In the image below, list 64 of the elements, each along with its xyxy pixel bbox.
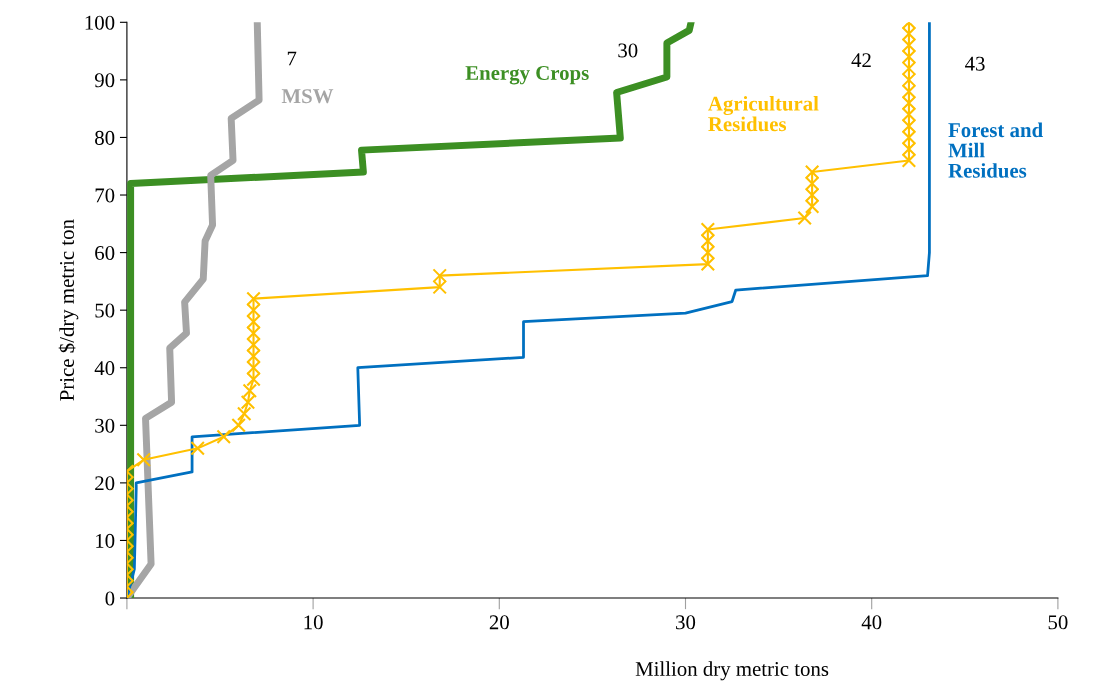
point xyxy=(901,49,917,65)
series-label: MSW xyxy=(281,89,334,104)
y-tick-label: 10 xyxy=(96,533,115,548)
point xyxy=(216,429,232,445)
point xyxy=(901,118,917,134)
point xyxy=(432,268,448,283)
point xyxy=(246,302,261,318)
point xyxy=(901,107,917,122)
point xyxy=(246,291,261,306)
y-tick-label: 90 xyxy=(94,73,115,88)
series-label: Agricultural Residues xyxy=(708,96,819,132)
point xyxy=(901,153,917,168)
point xyxy=(240,394,256,410)
annotation: 43 xyxy=(965,56,985,71)
point xyxy=(136,452,151,468)
point xyxy=(236,406,252,422)
x-tick-label: 50 xyxy=(1048,615,1068,630)
point xyxy=(700,233,716,249)
series-label: Energy Crops xyxy=(465,65,589,85)
point xyxy=(804,164,820,180)
y-tick-label: 20 xyxy=(95,476,115,491)
point xyxy=(246,371,261,387)
y-tick-label: 80 xyxy=(95,130,115,145)
point xyxy=(246,337,261,352)
series-label: Forest and Mill Residues xyxy=(948,122,1043,178)
x-tick-label: 10 xyxy=(304,615,323,630)
point xyxy=(246,348,261,364)
point xyxy=(804,199,820,214)
point xyxy=(901,141,917,157)
point xyxy=(242,383,258,399)
point xyxy=(901,95,917,111)
y-tick-label: 100 xyxy=(85,15,115,30)
point xyxy=(231,418,246,433)
point xyxy=(901,84,917,99)
point xyxy=(901,38,917,53)
point xyxy=(190,441,205,456)
y-tick-label: 30 xyxy=(95,418,115,433)
point xyxy=(700,245,716,260)
point xyxy=(901,72,917,88)
point xyxy=(804,187,820,203)
point xyxy=(700,222,716,237)
y-axis-title: Price $/dry metric ton xyxy=(58,219,79,401)
point xyxy=(901,130,917,145)
point xyxy=(246,325,261,341)
point xyxy=(901,61,917,76)
point xyxy=(246,314,261,329)
point xyxy=(700,256,716,272)
point xyxy=(797,210,812,226)
annotation: 7 xyxy=(287,51,297,66)
point xyxy=(804,176,820,191)
y-tick-label: 0 xyxy=(105,591,115,606)
y-tick-label: 60 xyxy=(95,245,115,261)
annotation: 42 xyxy=(851,53,871,68)
point xyxy=(901,26,917,42)
y-tick-label: 50 xyxy=(95,303,115,318)
y-tick-label: 70 xyxy=(95,188,115,203)
x-tick-label: 20 xyxy=(489,615,509,630)
y-tick-label: 40 xyxy=(94,361,115,376)
point xyxy=(432,279,448,295)
x-tick-label: 30 xyxy=(676,615,696,630)
annotation: 30 xyxy=(618,43,638,58)
x-axis-title: Million dry metric tons xyxy=(635,661,829,681)
x-tick-label: 40 xyxy=(861,615,882,630)
point xyxy=(246,360,261,376)
